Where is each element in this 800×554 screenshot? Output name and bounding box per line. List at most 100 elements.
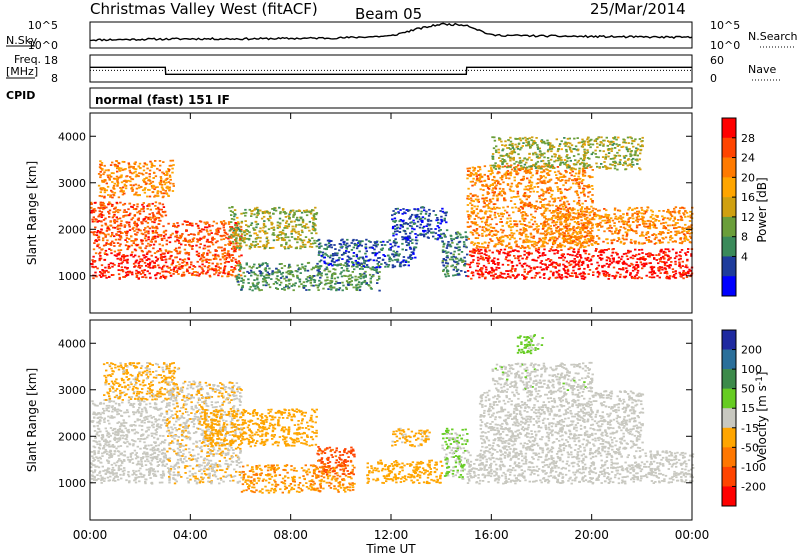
heatmap-cell xyxy=(180,265,183,268)
heatmap-cell xyxy=(108,177,111,180)
heatmap-cell xyxy=(161,203,165,206)
heatmap-cell xyxy=(529,190,532,193)
heatmap-cell xyxy=(245,233,249,235)
heatmap-cell xyxy=(686,251,690,253)
heatmap-cell xyxy=(563,195,566,198)
heatmap-cell xyxy=(509,269,512,272)
heatmap-cell xyxy=(105,182,108,185)
heatmap-cell xyxy=(610,217,613,220)
heatmap-cell xyxy=(395,259,398,261)
heatmap-cell xyxy=(149,261,152,264)
heatmap-cell xyxy=(262,222,266,225)
heatmap-cell xyxy=(238,230,242,232)
heatmap-cell xyxy=(294,238,297,240)
heatmap-cell xyxy=(107,267,110,270)
heatmap-cell xyxy=(476,245,479,247)
heatmap-cell xyxy=(356,266,359,268)
heatmap-cell xyxy=(292,214,295,216)
heatmap-cell xyxy=(660,257,663,259)
heatmap-cell xyxy=(505,222,508,225)
heatmap-cell xyxy=(296,264,299,267)
heatmap-cell xyxy=(302,243,305,246)
heatmap-cell xyxy=(135,244,139,247)
heatmap-cell xyxy=(161,196,165,199)
heatmap-cell xyxy=(550,216,554,219)
heatmap-cell xyxy=(526,171,529,174)
heatmap-cell xyxy=(123,202,127,205)
heatmap-cell xyxy=(610,230,613,233)
heatmap-cell xyxy=(243,241,246,244)
heatmap-cell xyxy=(293,284,296,287)
heatmap-cell xyxy=(307,279,310,282)
heatmap-cell xyxy=(547,227,550,230)
heatmap-cell xyxy=(124,266,127,269)
heatmap-cell xyxy=(284,247,287,250)
heatmap-cell xyxy=(365,255,368,258)
heatmap-cell xyxy=(534,241,538,244)
heatmap-cell xyxy=(526,214,529,217)
heatmap-cell xyxy=(255,226,258,229)
heatmap-cell xyxy=(134,261,137,264)
heatmap-cell xyxy=(103,271,106,273)
heatmap-cell xyxy=(601,270,604,273)
heatmap-cell xyxy=(315,265,318,267)
heatmap-cell xyxy=(398,220,401,223)
heatmap-cell xyxy=(204,226,207,229)
heatmap-cell xyxy=(525,198,528,201)
heatmap-cell xyxy=(592,274,595,276)
heatmap-cell xyxy=(650,276,654,279)
heatmap-cell xyxy=(342,284,345,287)
heatmap-cell xyxy=(607,266,610,268)
heatmap-cell xyxy=(497,241,501,244)
heatmap-cell xyxy=(347,270,350,272)
heatmap-cell xyxy=(463,264,466,266)
heatmap-cell xyxy=(546,229,549,232)
heatmap-cell xyxy=(278,217,282,220)
heatmap-cell xyxy=(585,249,588,252)
heatmap-cell xyxy=(374,241,377,244)
heatmap-cell xyxy=(232,227,236,230)
heatmap-cell xyxy=(393,265,397,268)
heatmap-cell xyxy=(143,162,147,165)
heatmap-cell xyxy=(605,249,608,251)
heatmap-cell xyxy=(594,250,597,252)
heatmap-cell xyxy=(642,256,645,258)
heatmap-cell xyxy=(206,240,209,243)
heatmap-cell xyxy=(684,266,687,268)
heatmap-cell xyxy=(318,246,321,248)
heatmap-cell xyxy=(351,262,355,265)
heatmap-cell xyxy=(239,237,242,240)
heatmap-cell xyxy=(402,264,406,267)
heatmap-cell xyxy=(521,274,524,276)
heatmap-cell xyxy=(273,234,276,236)
heatmap-cell xyxy=(215,230,218,233)
heatmap-cell xyxy=(480,220,484,223)
heatmap-cell xyxy=(104,236,107,238)
heatmap-cell xyxy=(395,224,399,226)
heatmap-cell xyxy=(176,236,179,239)
heatmap-cell xyxy=(208,224,211,226)
heatmap-cell xyxy=(348,258,352,261)
heatmap-cell xyxy=(232,218,236,221)
heatmap-cell xyxy=(148,203,151,205)
heatmap-cell xyxy=(191,224,194,227)
heatmap-cell xyxy=(607,275,611,278)
heatmap-cell xyxy=(278,271,281,273)
heatmap-cell xyxy=(507,172,510,175)
heatmap-cell xyxy=(303,267,306,270)
heatmap-cell xyxy=(380,244,384,246)
heatmap-cell xyxy=(138,186,141,189)
heatmap-cell xyxy=(99,255,102,257)
heatmap-cell xyxy=(554,277,557,279)
heatmap-cell xyxy=(536,231,539,234)
heatmap-cell xyxy=(209,241,212,243)
heatmap-cell xyxy=(148,195,152,198)
heatmap-cell xyxy=(266,265,269,267)
heatmap-cell xyxy=(524,202,527,204)
heatmap-cell xyxy=(470,172,474,175)
heatmap-cell xyxy=(160,208,163,211)
cpid-frame xyxy=(89,87,693,109)
heatmap-cell xyxy=(239,246,242,249)
heatmap-cell xyxy=(553,252,556,255)
heatmap-cell xyxy=(591,200,594,202)
